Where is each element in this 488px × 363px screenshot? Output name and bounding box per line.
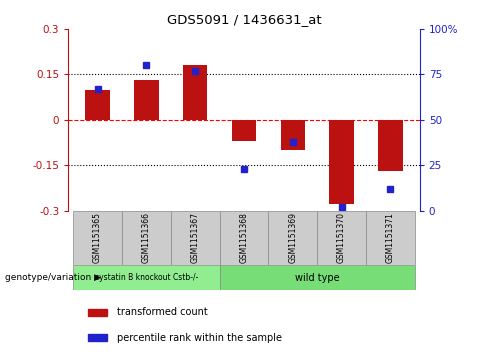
Text: GSM1151368: GSM1151368 [240, 212, 248, 263]
Bar [232, 120, 256, 141]
Text: percentile rank within the sample: percentile rank within the sample [117, 333, 282, 343]
Text: GSM1151369: GSM1151369 [288, 212, 297, 263]
Text: GSM1151366: GSM1151366 [142, 212, 151, 263]
Bar [220, 211, 268, 265]
Bar [122, 211, 171, 265]
Bar [88, 309, 107, 316]
Bar [366, 211, 415, 265]
Bar [171, 211, 220, 265]
Text: GSM1151365: GSM1151365 [93, 212, 102, 263]
Bar [88, 334, 107, 341]
Text: GSM1151367: GSM1151367 [191, 212, 200, 263]
Text: genotype/variation ▶: genotype/variation ▶ [5, 273, 101, 282]
Bar [268, 211, 317, 265]
Bar [73, 211, 122, 265]
Bar [317, 211, 366, 265]
Bar [329, 120, 354, 204]
Bar [378, 120, 403, 171]
Text: transformed count: transformed count [117, 307, 208, 317]
Text: wild type: wild type [295, 273, 340, 283]
Bar [183, 65, 207, 120]
Bar [134, 81, 159, 120]
Text: GSM1151370: GSM1151370 [337, 212, 346, 263]
Text: GSM1151371: GSM1151371 [386, 212, 395, 263]
Bar [73, 265, 220, 290]
Bar [281, 120, 305, 150]
Text: cystatin B knockout Cstb-/-: cystatin B knockout Cstb-/- [95, 273, 198, 282]
Bar [85, 90, 110, 120]
Bar [220, 265, 415, 290]
Title: GDS5091 / 1436631_at: GDS5091 / 1436631_at [167, 13, 321, 26]
